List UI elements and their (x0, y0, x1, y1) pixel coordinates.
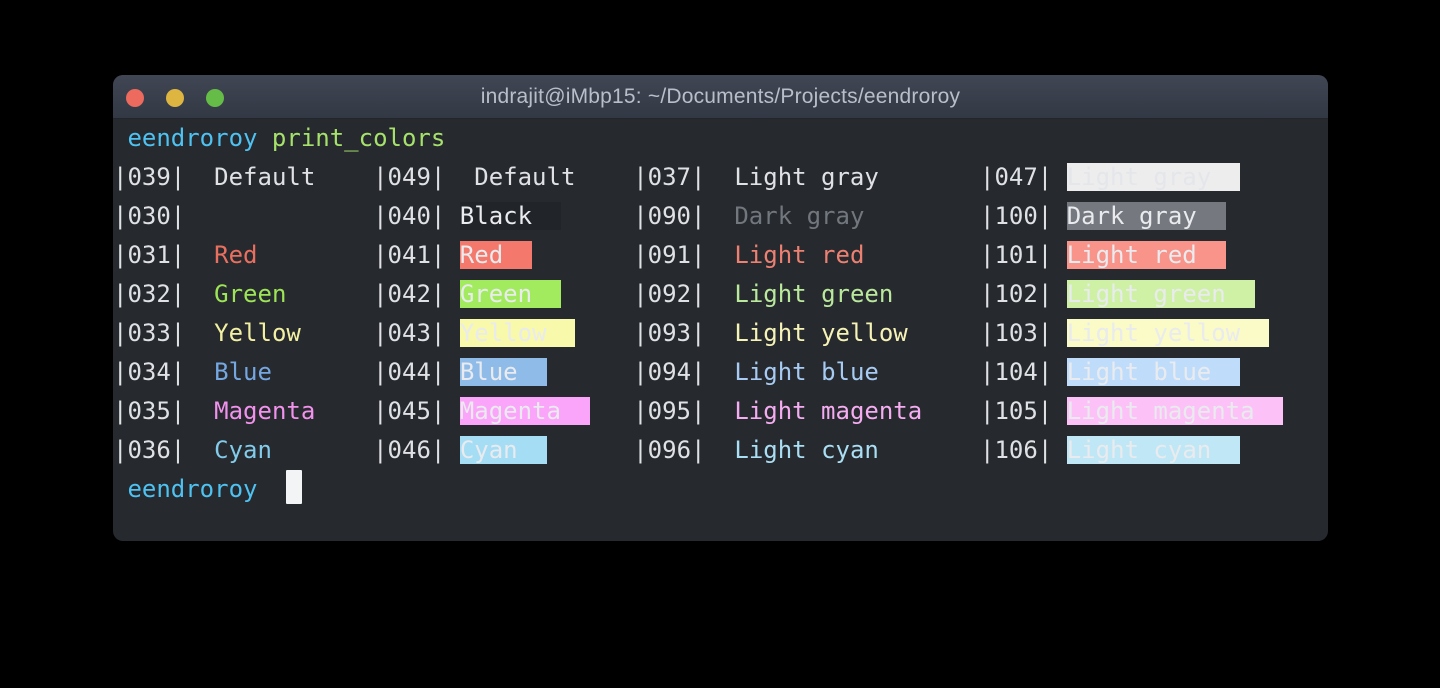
color-swatch-094: Light blue (719, 358, 879, 386)
color-code: |037| (633, 163, 720, 191)
color-swatch-105: Light magenta (1066, 397, 1284, 425)
color-swatch-034: Blue (199, 358, 272, 386)
table-row: |034| Blue |044| Blue |094| Light blue |… (113, 353, 1328, 392)
color-code: |040| (373, 202, 460, 230)
color-code: |033| (113, 319, 200, 347)
color-swatch-039: Default (199, 163, 316, 191)
color-table: |039| Default |049| Default |037| Light … (113, 158, 1328, 470)
color-swatch-036: Cyan (199, 436, 272, 464)
color-swatch-049: Default (459, 163, 576, 191)
close-button[interactable] (126, 89, 144, 107)
color-code: |045| (373, 397, 460, 425)
color-code: |032| (113, 280, 200, 308)
color-code: |044| (373, 358, 460, 386)
color-swatch-103: Light yellow (1066, 319, 1269, 347)
table-row: |033| Yellow |043| Yellow |093| Light ye… (113, 314, 1328, 353)
color-swatch-093: Light yellow (719, 319, 908, 347)
color-swatch-101: Light red (1066, 241, 1226, 269)
color-code: |043| (373, 319, 460, 347)
color-swatch-096: Light cyan (719, 436, 879, 464)
color-code: |042| (373, 280, 460, 308)
prompt-user-text: eendroroy (127, 475, 258, 503)
color-swatch-043: Yellow (459, 319, 576, 347)
color-code: |047| (980, 163, 1067, 191)
command-text: print_colors (271, 124, 446, 152)
color-code: |093| (633, 319, 720, 347)
color-swatch-040: Black (459, 202, 561, 230)
color-code: |095| (633, 397, 720, 425)
color-code: |101| (980, 241, 1067, 269)
maximize-button[interactable] (206, 89, 224, 107)
color-swatch-041: Red (459, 241, 533, 269)
window-controls (126, 89, 224, 107)
color-swatch-102: Light green (1066, 280, 1255, 308)
color-swatch-037: Light gray (719, 163, 879, 191)
color-code: |031| (113, 241, 200, 269)
color-swatch-091: Light red (719, 241, 865, 269)
color-swatch-047: Light gray (1066, 163, 1241, 191)
color-swatch-106: Light cyan (1066, 436, 1241, 464)
color-code: |092| (633, 280, 720, 308)
color-swatch-032: Green (199, 280, 287, 308)
color-swatch-090: Dark gray (719, 202, 865, 230)
table-row: |036| Cyan |046| Cyan |096| Light cyan |… (113, 431, 1328, 470)
color-code: |049| (373, 163, 460, 191)
minimize-button[interactable] (166, 89, 184, 107)
color-code: |091| (633, 241, 720, 269)
color-code: |103| (980, 319, 1067, 347)
color-code: |030| (113, 202, 200, 230)
color-code: |105| (980, 397, 1067, 425)
color-code: |102| (980, 280, 1067, 308)
window-title: indrajit@iMbp15: ~/Documents/Projects/ee… (480, 85, 961, 108)
table-row: |039| Default |049| Default |037| Light … (113, 158, 1328, 197)
table-row: |031| Red |041| Red |091| Light red |101… (113, 236, 1328, 275)
color-swatch-045: Magenta (459, 397, 590, 425)
prompt-line: eendroroy (113, 470, 1328, 509)
window-titlebar[interactable]: indrajit@iMbp15: ~/Documents/Projects/ee… (113, 75, 1328, 119)
color-code: |036| (113, 436, 200, 464)
terminal-screen[interactable]: eendroroy print_colors |039| Default |049… (113, 119, 1328, 509)
color-code: |094| (633, 358, 720, 386)
color-code: |090| (633, 202, 720, 230)
color-swatch-042: Green (459, 280, 561, 308)
color-code: |096| (633, 436, 720, 464)
color-swatch-095: Light magenta (719, 397, 923, 425)
color-swatch-035: Magenta (199, 397, 316, 425)
color-swatch-046: Cyan (459, 436, 547, 464)
color-code: |035| (113, 397, 200, 425)
color-swatch-100: Dark gray (1066, 202, 1226, 230)
terminal-cursor (286, 470, 303, 504)
color-code: |039| (113, 163, 200, 191)
command-line: eendroroy print_colors (113, 119, 1328, 158)
color-swatch-092: Light green (719, 280, 894, 308)
color-code: |100| (980, 202, 1067, 230)
table-row: |032| Green |042| Green |092| Light gree… (113, 275, 1328, 314)
table-row: |030| |040| Black |090| Dark gray |100| … (113, 197, 1328, 236)
color-code: |106| (980, 436, 1067, 464)
color-code: |104| (980, 358, 1067, 386)
terminal-window: indrajit@iMbp15: ~/Documents/Projects/ee… (113, 75, 1328, 541)
color-swatch-044: Blue (459, 358, 547, 386)
color-swatch-104: Light blue (1066, 358, 1241, 386)
table-row: |035| Magenta |045| Magenta |095| Light … (113, 392, 1328, 431)
prompt-user-text: eendroroy (127, 124, 258, 152)
color-code: |046| (373, 436, 460, 464)
color-swatch-031: Red (199, 241, 258, 269)
color-swatch-033: Yellow (199, 319, 301, 347)
color-code: |034| (113, 358, 200, 386)
color-code: |041| (373, 241, 460, 269)
